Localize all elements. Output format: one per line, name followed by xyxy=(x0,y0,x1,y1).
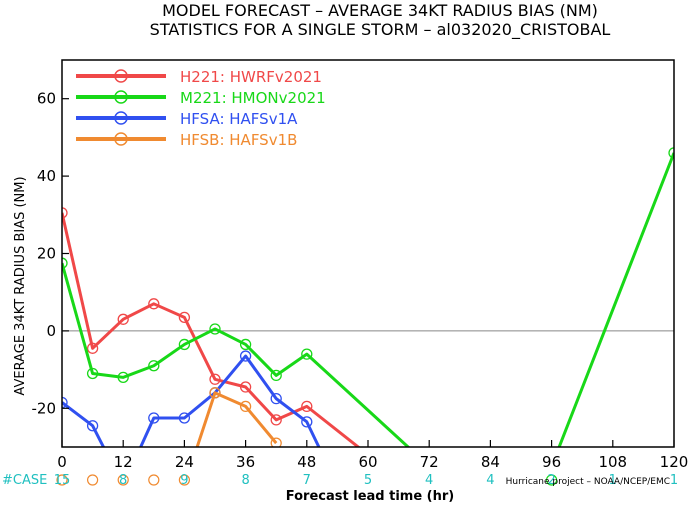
y-axis-label: AVERAGE 34KT RADIUS BIAS (NM) xyxy=(13,176,28,395)
case-count: 2 xyxy=(547,473,555,488)
case-count: 1 xyxy=(670,473,678,488)
case-marker xyxy=(148,474,160,486)
legend-label-h221: H221: HWRFv2021 xyxy=(180,68,322,86)
data-point-hfsb xyxy=(270,437,282,447)
data-point-hfsa xyxy=(239,350,252,362)
legend-marker-hfsb xyxy=(114,132,128,146)
data-point-m221 xyxy=(148,360,160,372)
data-point-hfsa xyxy=(62,396,68,409)
case-marker xyxy=(545,474,558,486)
data-point-m221 xyxy=(117,371,129,383)
case-count: 8 xyxy=(119,473,127,488)
legend-label-m221: M221: HMONv2021 xyxy=(180,89,326,107)
legend-marker-h221 xyxy=(114,69,128,83)
legend-label-hfsa: HFSA: HAFSv1A xyxy=(180,110,298,128)
data-point-m221 xyxy=(239,338,252,351)
series-line-h221 xyxy=(62,212,361,447)
data-point-h221 xyxy=(148,298,160,310)
case-count: 8 xyxy=(241,473,249,488)
data-point-hfsb xyxy=(239,400,252,413)
data-point-hfsa xyxy=(270,392,282,405)
data-point-hfsa xyxy=(301,416,313,428)
legend-marker-hfsa xyxy=(114,111,128,125)
data-point-m221 xyxy=(270,369,282,382)
x-tick-label: 120 xyxy=(660,453,689,471)
data-point-h221 xyxy=(86,342,99,354)
x-tick-label: 108 xyxy=(598,453,627,471)
data-point-hfsa xyxy=(178,412,191,424)
data-point-h221 xyxy=(117,313,129,325)
data-point-m221 xyxy=(209,323,221,335)
x-tick-label: 60 xyxy=(358,453,377,471)
x-tick-label: 0 xyxy=(57,453,67,471)
x-tick-label: 72 xyxy=(420,453,439,471)
series-line-hfsa xyxy=(62,354,321,447)
legend-marker-m221 xyxy=(114,90,128,104)
tick-layer: 0 12 24 36 48 60 72 84 96 108 120 -20 0 20 40 60 xyxy=(32,90,689,471)
data-point-h221 xyxy=(301,400,313,413)
x-tick-label: 48 xyxy=(297,453,316,471)
data-point-m221 xyxy=(62,257,68,269)
data-point-h221 xyxy=(239,381,252,393)
chart-title: MODEL FORECAST – AVERAGE 34KT RADIUS BIA… xyxy=(162,1,598,20)
case-marker xyxy=(117,474,129,486)
case-marker xyxy=(178,474,190,486)
data-point-m221 xyxy=(86,367,99,380)
case-marker xyxy=(86,474,99,486)
data-point-h221 xyxy=(209,373,221,385)
data-point-hfsa xyxy=(86,420,99,432)
legend: H221: HWRFv2021 M221: HMONv2021 HFSA: HAFS… xyxy=(76,68,326,149)
x-tick-label: 24 xyxy=(175,453,194,471)
data-point-h221 xyxy=(62,207,68,219)
data-point-h221 xyxy=(178,311,191,324)
data-point-h221 xyxy=(270,414,282,426)
case-count: 1 xyxy=(609,473,617,488)
x-tick-label: 84 xyxy=(481,453,500,471)
series-layer xyxy=(62,147,674,447)
x-tick-label: 96 xyxy=(542,453,561,471)
data-point-m221 xyxy=(301,348,313,360)
case-marker xyxy=(56,474,68,486)
case-count-row: #CASE 15 8 9 8 7 5 4 4 2 1 1 xyxy=(2,473,678,488)
case-count: 4 xyxy=(486,473,494,488)
y-tick-label: -20 xyxy=(32,399,57,417)
data-point-m221 xyxy=(178,338,191,351)
y-tick-label: 40 xyxy=(37,167,56,185)
case-row-label: #CASE xyxy=(2,473,47,488)
x-tick-label: 12 xyxy=(114,453,133,471)
y-tick-label: 0 xyxy=(46,322,56,340)
data-point-hfsb xyxy=(209,387,221,399)
legend-label-hfsb: HFSB: HAFSv1B xyxy=(180,131,297,149)
x-axis-label: Forecast lead time (hr) xyxy=(286,489,454,504)
chart-subtitle: STATISTICS FOR A SINGLE STORM – al032020… xyxy=(150,20,611,40)
series-line-hfsb xyxy=(195,391,278,447)
case-count: 9 xyxy=(180,473,188,488)
y-tick-label: 60 xyxy=(37,90,56,108)
case-count: 15 xyxy=(54,473,71,488)
case-count: 5 xyxy=(364,473,372,488)
x-tick-label: 36 xyxy=(236,453,255,471)
y-tick-label: 20 xyxy=(37,245,56,263)
case-count: 4 xyxy=(425,473,433,488)
case-count: 7 xyxy=(303,473,311,488)
data-point-m221 xyxy=(668,147,674,159)
credit-text: Hurricane project – NOAA/NCEP/EMC xyxy=(506,477,670,487)
data-point-hfsa xyxy=(148,412,160,424)
